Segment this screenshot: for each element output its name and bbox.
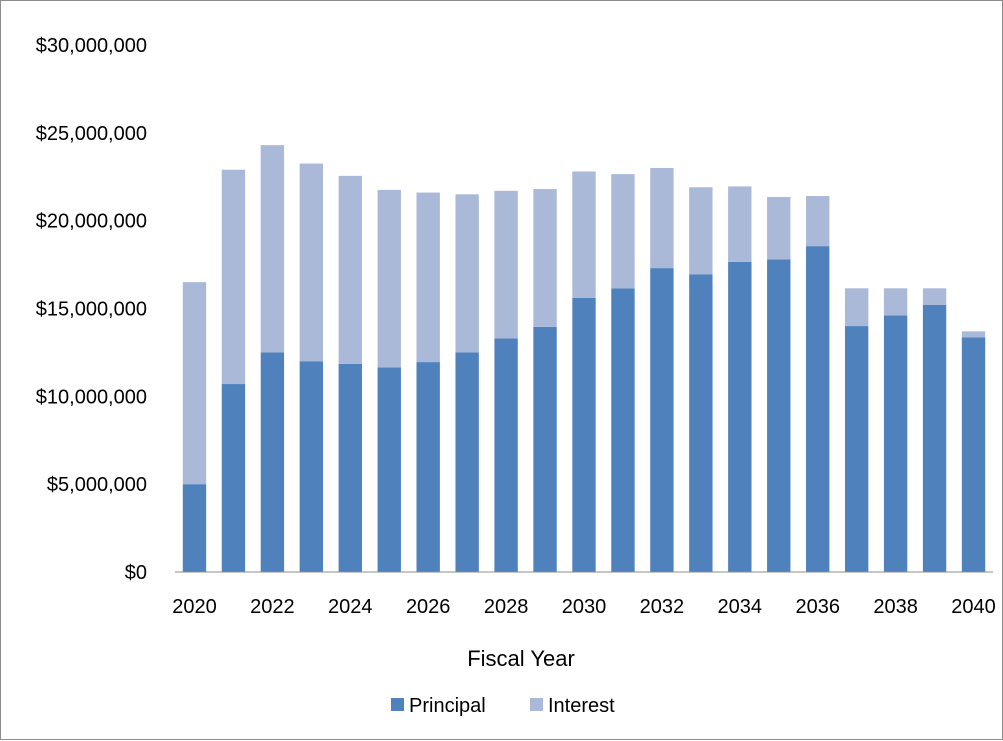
x-tick-label: 2024 bbox=[328, 596, 373, 618]
bar-principal-2038 bbox=[884, 316, 907, 572]
x-tick-label: 2034 bbox=[718, 596, 763, 618]
legend-label-principal: Principal bbox=[409, 695, 486, 717]
bar-interest-2031 bbox=[611, 174, 634, 288]
bar-principal-2035 bbox=[767, 259, 790, 572]
x-tick-label: 2032 bbox=[640, 596, 685, 618]
bar-interest-2039 bbox=[923, 288, 946, 305]
bar-principal-2026 bbox=[417, 362, 440, 572]
x-tick-label: 2022 bbox=[250, 596, 295, 618]
y-tick-label: $25,000,000 bbox=[36, 123, 147, 145]
bar-principal-2023 bbox=[300, 361, 323, 572]
x-tick-label: 2030 bbox=[562, 596, 607, 618]
bar-interest-2034 bbox=[728, 186, 751, 262]
y-tick-label: $30,000,000 bbox=[36, 35, 147, 57]
bar-principal-2020 bbox=[183, 484, 206, 572]
bar-interest-2028 bbox=[494, 191, 517, 339]
x-tick-label: 2026 bbox=[406, 596, 451, 618]
bar-interest-2027 bbox=[455, 194, 478, 352]
bar-interest-2032 bbox=[650, 168, 673, 268]
bar-principal-2027 bbox=[455, 352, 478, 572]
bar-interest-2037 bbox=[845, 288, 868, 326]
x-tick-label: 2036 bbox=[795, 596, 840, 618]
y-tick-label: $15,000,000 bbox=[36, 299, 147, 321]
bar-principal-2021 bbox=[222, 384, 245, 572]
bar-interest-2040 bbox=[962, 331, 985, 337]
bar-principal-2037 bbox=[845, 326, 868, 572]
legend-label-interest: Interest bbox=[548, 695, 615, 717]
y-tick-label: $20,000,000 bbox=[36, 211, 147, 233]
bar-interest-2023 bbox=[300, 164, 323, 362]
bar-interest-2025 bbox=[378, 190, 401, 367]
bar-principal-2024 bbox=[339, 364, 362, 572]
x-tick-label: 2020 bbox=[172, 596, 217, 618]
bar-principal-2039 bbox=[923, 305, 946, 572]
bar-principal-2032 bbox=[650, 268, 673, 572]
y-tick-label: $10,000,000 bbox=[36, 386, 147, 408]
legend: Principal Interest bbox=[391, 695, 615, 717]
x-tick-label: 2038 bbox=[873, 596, 918, 618]
x-axis-title: Fiscal Year bbox=[467, 646, 575, 671]
bar-interest-2022 bbox=[261, 145, 284, 352]
legend-swatch-principal bbox=[391, 698, 404, 711]
bar-principal-2036 bbox=[806, 246, 829, 572]
bar-interest-2036 bbox=[806, 196, 829, 246]
y-tick-label: $5,000,000 bbox=[47, 474, 147, 496]
bar-principal-2030 bbox=[572, 298, 595, 572]
bar-principal-2029 bbox=[533, 327, 556, 572]
bar-interest-2038 bbox=[884, 288, 907, 315]
x-axis: 2020 2022 2024 2026 2028 2030 2032 2034 2036 2038… bbox=[172, 572, 996, 618]
bar-principal-2022 bbox=[261, 352, 284, 572]
bar-interest-2024 bbox=[339, 176, 362, 364]
bar-interest-2021 bbox=[222, 170, 245, 384]
bar-principal-2034 bbox=[728, 262, 751, 572]
bar-principal-2033 bbox=[689, 274, 712, 572]
y-axis: $0 $5,000,000 $10,000,000 $15,000,000 $20,00… bbox=[36, 35, 147, 584]
x-tick-label: 2040 bbox=[951, 596, 996, 618]
bar-interest-2020 bbox=[183, 282, 206, 484]
bar-interest-2033 bbox=[689, 187, 712, 274]
bar-principal-2025 bbox=[378, 367, 401, 572]
y-tick-label: $0 bbox=[125, 562, 147, 584]
x-tick-label: 2028 bbox=[484, 596, 529, 618]
bar-principal-2040 bbox=[962, 337, 985, 572]
bar-interest-2026 bbox=[417, 193, 440, 363]
bar-interest-2029 bbox=[533, 189, 556, 327]
bar-interest-2035 bbox=[767, 197, 790, 259]
bars bbox=[183, 145, 985, 572]
bar-principal-2031 bbox=[611, 288, 634, 572]
legend-swatch-interest bbox=[530, 698, 543, 711]
bar-interest-2030 bbox=[572, 171, 595, 297]
bar-principal-2028 bbox=[494, 338, 517, 572]
